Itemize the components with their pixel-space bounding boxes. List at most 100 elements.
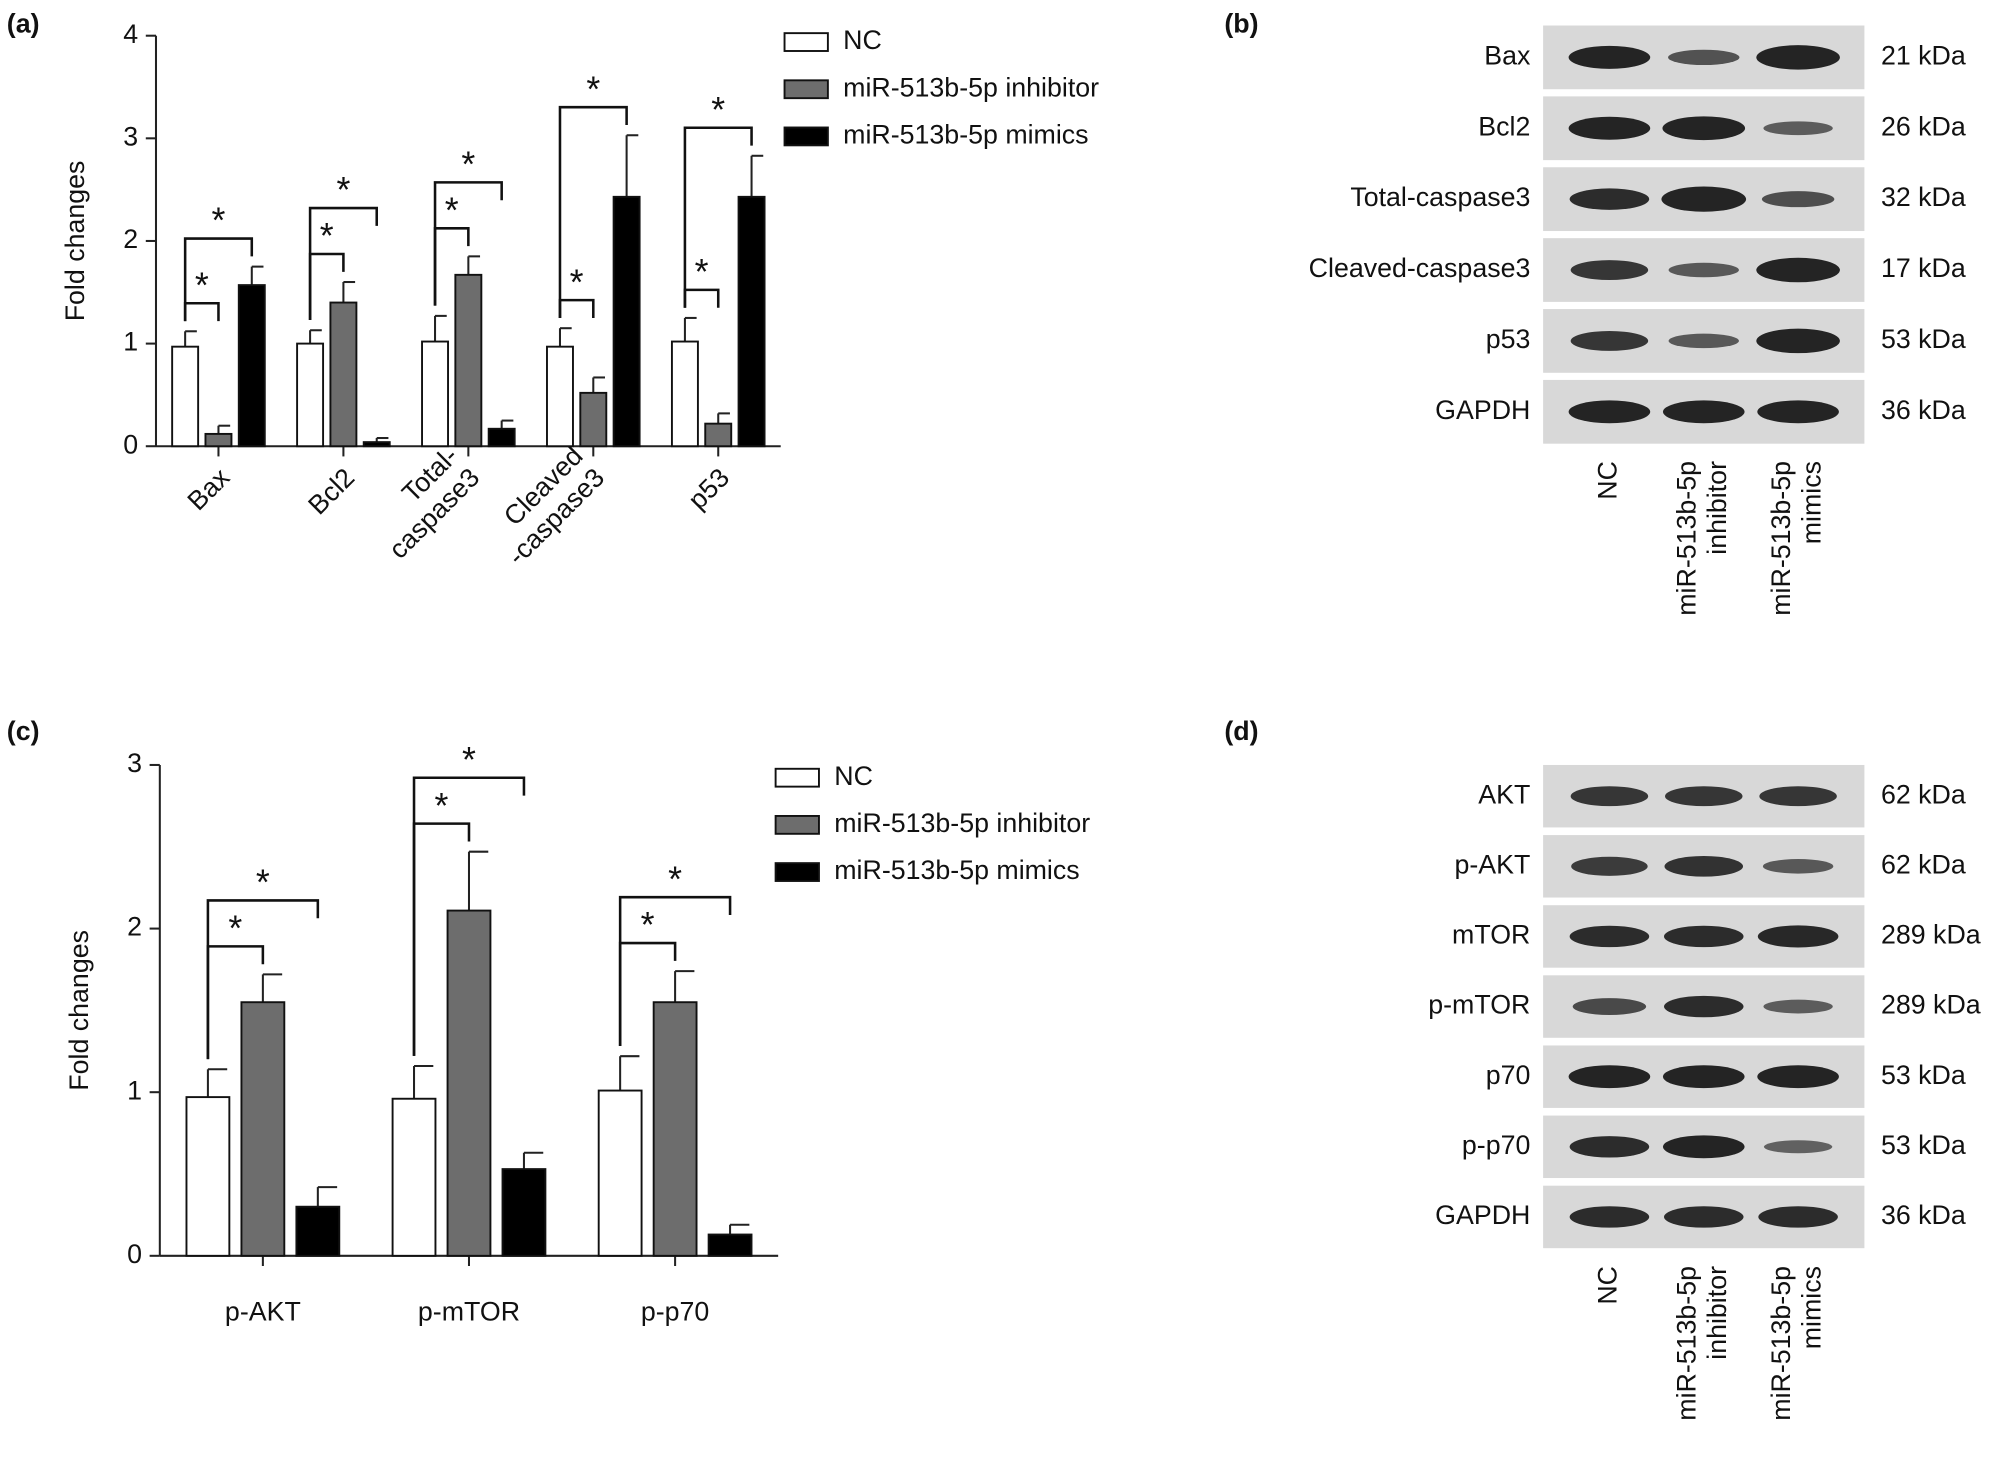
blot-band bbox=[1668, 262, 1739, 278]
lane-label: miR-513b-5p bbox=[1766, 1266, 1796, 1421]
blot-row-label: Total-caspase3 bbox=[1350, 182, 1530, 212]
bar bbox=[704, 422, 733, 448]
bar bbox=[329, 301, 358, 448]
significance-bracket bbox=[183, 301, 220, 322]
significance-bracket bbox=[683, 288, 720, 308]
significance-label: * bbox=[212, 201, 226, 241]
blot-band bbox=[1662, 116, 1746, 141]
legend-swatch bbox=[783, 126, 829, 147]
legend-label: NC bbox=[843, 25, 882, 55]
blot-band bbox=[1568, 1065, 1651, 1089]
x-tick-label: p-p70 bbox=[641, 1296, 709, 1326]
legend-swatch bbox=[783, 79, 829, 100]
blot-size-label: 17 kDa bbox=[1881, 253, 1966, 283]
bar bbox=[454, 273, 483, 448]
blot-size-label: 289 kDa bbox=[1881, 920, 1981, 950]
bar bbox=[295, 1205, 341, 1257]
blot-size-label: 26 kDa bbox=[1881, 111, 1966, 141]
y-tick-label: 0 bbox=[127, 1239, 142, 1269]
significance-label: * bbox=[641, 905, 655, 945]
significance-label: * bbox=[461, 145, 475, 185]
blot-size-label: 53 kDa bbox=[1881, 1130, 1966, 1160]
bar bbox=[421, 340, 449, 448]
significance-label: * bbox=[445, 190, 459, 230]
blot-band bbox=[1663, 925, 1744, 948]
blot-band bbox=[1668, 49, 1740, 66]
significance-label: * bbox=[336, 170, 350, 210]
blot-band bbox=[1757, 925, 1839, 948]
legend-swatch bbox=[774, 862, 820, 882]
legend-label: miR-513b-5p inhibitor bbox=[843, 72, 1099, 102]
blot-row-label: Bax bbox=[1484, 40, 1531, 70]
blot-row-label: Cleaved-caspase3 bbox=[1309, 253, 1531, 283]
blot-band bbox=[1663, 1206, 1744, 1228]
y-tick-label: 1 bbox=[123, 327, 138, 357]
legend-label: miR-513b-5p inhibitor bbox=[834, 808, 1090, 838]
blot-size-label: 62 kDa bbox=[1881, 779, 1966, 809]
blot-band bbox=[1662, 1135, 1745, 1159]
lane-label: NC bbox=[1592, 1266, 1622, 1305]
blot-band bbox=[1665, 786, 1743, 807]
significance-bracket bbox=[618, 895, 732, 1046]
bar bbox=[670, 340, 699, 448]
bar bbox=[240, 1001, 286, 1257]
y-tick-label: 3 bbox=[127, 748, 142, 778]
blot-row-label: p70 bbox=[1486, 1060, 1531, 1090]
x-tick-label: Bcl2 bbox=[302, 462, 360, 520]
y-axis-label: Fold changes bbox=[64, 930, 94, 1091]
significance-label: * bbox=[195, 265, 209, 305]
lane-label: NC bbox=[1592, 461, 1622, 500]
bar bbox=[362, 441, 391, 448]
significance-label: * bbox=[586, 69, 600, 109]
lane-label: miR-513b-5p bbox=[1672, 1266, 1702, 1421]
bar bbox=[652, 1001, 698, 1257]
blot-band bbox=[1668, 333, 1739, 349]
y-axis-label: Fold changes bbox=[60, 161, 90, 322]
bar bbox=[579, 391, 608, 448]
y-tick-label: 0 bbox=[123, 429, 138, 459]
x-tick-label: Bax bbox=[182, 462, 236, 516]
blot-band bbox=[1664, 855, 1744, 877]
blot-size-label: 36 kDa bbox=[1881, 395, 1966, 425]
lane-label: inhibitor bbox=[1702, 1266, 1732, 1360]
significance-label: * bbox=[462, 740, 476, 780]
legend-label: NC bbox=[834, 761, 873, 791]
significance-bracket bbox=[558, 298, 595, 319]
lane-label: mimics bbox=[1796, 1266, 1826, 1349]
significance-label: * bbox=[320, 216, 334, 256]
panel-label: (d) bbox=[1224, 716, 1258, 746]
blot-band bbox=[1763, 121, 1833, 136]
blot-band bbox=[1568, 116, 1651, 140]
significance-label: * bbox=[711, 90, 725, 130]
blot-band bbox=[1756, 45, 1840, 70]
lane-label: miR-513b-5p bbox=[1672, 461, 1702, 616]
legend-label: miR-513b-5p mimics bbox=[834, 855, 1079, 885]
significance-label: * bbox=[668, 859, 682, 899]
blot-row-label: AKT bbox=[1478, 779, 1530, 809]
blot-band bbox=[1570, 786, 1649, 807]
legend-label: miR-513b-5p mimics bbox=[843, 119, 1088, 149]
blot-band bbox=[1568, 400, 1651, 424]
bar bbox=[501, 1168, 547, 1257]
bar bbox=[546, 345, 574, 448]
blot-size-label: 53 kDa bbox=[1881, 1060, 1966, 1090]
x-tick-label: p53 bbox=[682, 462, 735, 515]
significance-label: * bbox=[256, 863, 270, 903]
blot-band bbox=[1569, 1206, 1650, 1228]
blot-band bbox=[1661, 186, 1747, 212]
significance-bracket bbox=[433, 181, 503, 306]
significance-bracket bbox=[183, 237, 254, 322]
blot-row-label: GAPDH bbox=[1435, 395, 1530, 425]
blot-row-label: p-p70 bbox=[1462, 1130, 1530, 1160]
y-tick-label: 1 bbox=[127, 1075, 142, 1105]
significance-label: * bbox=[435, 786, 449, 826]
blot-row-label: p53 bbox=[1486, 324, 1531, 354]
blot-size-label: 36 kDa bbox=[1881, 1200, 1966, 1230]
blot-row-label: GAPDH bbox=[1435, 1200, 1530, 1230]
lane-label: miR-513b-5p bbox=[1766, 461, 1796, 616]
blot-band bbox=[1663, 995, 1744, 1018]
significance-bracket bbox=[308, 206, 379, 321]
significance-bracket bbox=[558, 105, 628, 319]
x-tick-label: p-mTOR bbox=[418, 1296, 520, 1326]
